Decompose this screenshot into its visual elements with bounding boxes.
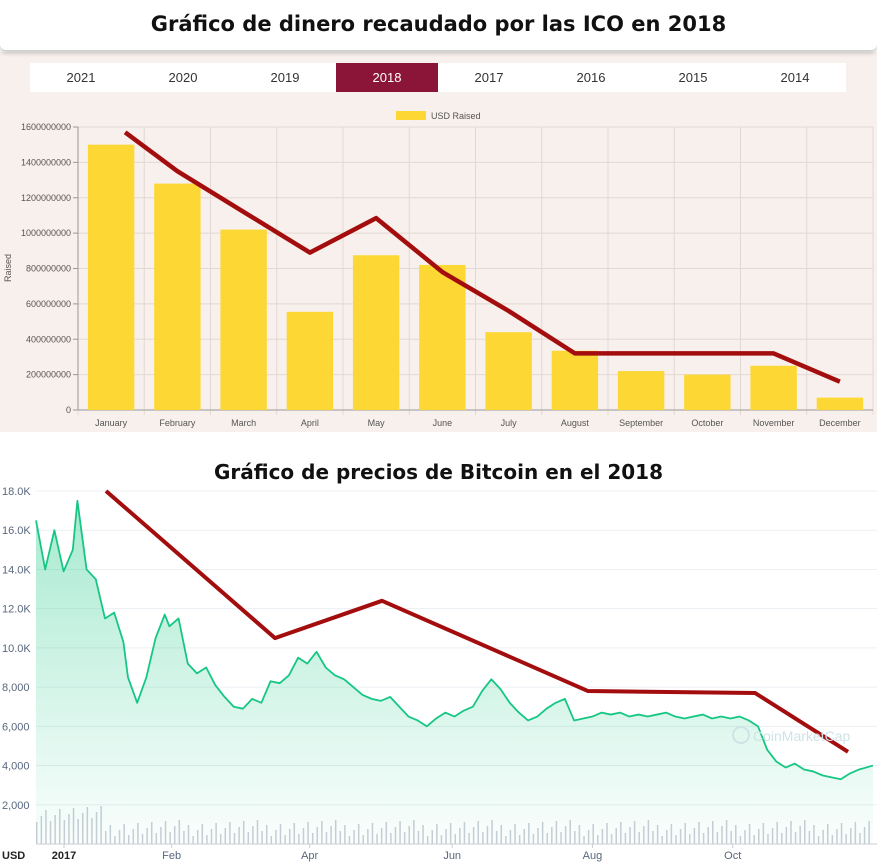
y-tick-label: 0 (66, 405, 71, 415)
y-tick-label: 12.0K (2, 604, 31, 616)
tab-2019[interactable]: 2019 (270, 70, 300, 85)
y-tick-label: 16.0K (2, 525, 31, 537)
x-tick-label: Aug (583, 850, 603, 862)
x-tick-label: March (231, 418, 256, 428)
price-line (35, 499, 874, 781)
y-tick-label: 8,000 (2, 682, 30, 694)
y-tick-label: 400000000 (26, 334, 71, 344)
bar-september (617, 371, 665, 410)
chart1-title: Gráfico de dinero recaudado por las ICO … (150, 12, 727, 36)
x-tick-label: July (501, 418, 518, 428)
bar-june (419, 264, 466, 410)
x-tick-label: January (95, 418, 128, 428)
bar-march (220, 229, 267, 410)
bitcoin-price-chart: 2,000 4,000 6,000 8,000 10.0K 12.0K 14.0K 16.0K… (2, 486, 877, 862)
x-tick-label: December (819, 418, 861, 428)
y-tick-label: 2,000 (2, 800, 30, 812)
y-tick-label: 14.0K (2, 564, 31, 576)
price-area (36, 500, 873, 844)
tab-2014[interactable]: 2014 (780, 70, 810, 85)
y-tick-label: 10.0K (2, 643, 31, 655)
x-tick-label: 2017 (52, 850, 76, 862)
watermark-text: CoinMarketCap (753, 728, 851, 744)
x-tick-label: August (561, 418, 590, 428)
x-tick-label: Feb (162, 850, 181, 862)
bar-october (684, 374, 731, 410)
x-tick-label: November (753, 418, 795, 428)
bar-february (154, 183, 201, 410)
y-tick-label: 1400000000 (21, 157, 71, 167)
bar-november (750, 365, 797, 410)
tab-2015[interactable]: 2015 (678, 70, 708, 85)
x-tick-label: September (619, 418, 663, 428)
x-tick-label: February (159, 418, 196, 428)
y-tick-label: 1000000000 (21, 228, 71, 238)
tab-2020[interactable]: 2020 (168, 70, 198, 85)
chart1-title-bar: Gráfico de dinero recaudado por las ICO … (0, 0, 877, 50)
year-tabs: 2021 2020 2019 2018 2017 2016 2015 2014 (30, 63, 846, 92)
bar-august (551, 350, 599, 410)
y-tick-label: 1600000000 (21, 122, 71, 132)
y-tick-label: 600000000 (26, 299, 71, 309)
bar-july (485, 332, 532, 410)
legend-label: USD Raised (431, 111, 481, 121)
trend-line (104, 489, 850, 754)
y-tick-label: 800000000 (26, 264, 71, 274)
watermark: CoinMarketCap (732, 726, 850, 744)
ico-bar-chart: 0 200000000 400000000 600000000 800000000 100… (3, 111, 874, 428)
coinmarketcap-logo-icon (732, 726, 750, 744)
x-tick-label: Oct (724, 850, 741, 862)
y-tick-label: 18.0K (2, 486, 31, 498)
tab-2016[interactable]: 2016 (576, 70, 606, 85)
y-tick-label: 6,000 (2, 721, 30, 733)
bar-december (816, 397, 864, 410)
currency-label: USD (2, 850, 25, 862)
tab-2018[interactable]: 2018 (336, 63, 438, 92)
y-tick-label: 1200000000 (21, 193, 71, 203)
tab-2017[interactable]: 2017 (474, 70, 504, 85)
y-tick-label: 4,000 (2, 761, 30, 773)
tab-2021[interactable]: 2021 (66, 70, 96, 85)
bar-april (286, 311, 334, 410)
y-axis-label: Raised (3, 254, 13, 282)
x-tick-label: May (368, 418, 386, 428)
bar-january (87, 144, 135, 410)
x-tick-label: Jun (443, 850, 461, 862)
legend-swatch (396, 111, 426, 120)
trend-line (123, 130, 841, 384)
x-tick-label: April (301, 418, 319, 428)
x-tick-label: Apr (301, 850, 318, 862)
x-tick-label: October (691, 418, 723, 428)
y-tick-label: 200000000 (26, 370, 71, 380)
bar-may (352, 255, 400, 410)
x-tick-label: June (433, 418, 453, 428)
chart2-title: Gráfico de precios de Bitcoin en el 2018 (213, 460, 664, 484)
